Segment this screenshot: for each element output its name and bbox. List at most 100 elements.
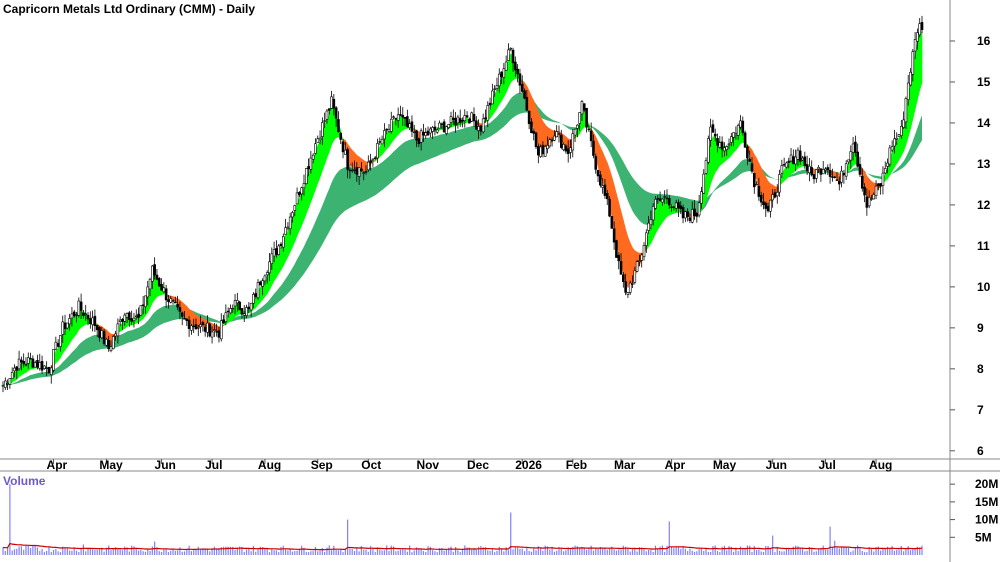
candle xyxy=(725,145,729,156)
candle xyxy=(778,169,781,197)
candle xyxy=(599,170,602,188)
candle-body xyxy=(500,71,503,78)
candle-body xyxy=(667,198,671,206)
candle xyxy=(559,129,563,150)
candle xyxy=(638,254,641,267)
candle-body xyxy=(803,156,807,166)
candle xyxy=(755,181,758,186)
candle-body xyxy=(504,61,508,71)
candle-body xyxy=(293,205,297,211)
candle xyxy=(856,143,859,168)
candle xyxy=(17,350,21,371)
candle-body xyxy=(141,304,145,306)
candle-body xyxy=(530,121,533,134)
candle-body xyxy=(697,202,701,216)
candle-body xyxy=(720,141,724,150)
candle xyxy=(596,169,600,182)
candle-body xyxy=(603,184,607,196)
candle xyxy=(22,353,25,368)
candle-body xyxy=(332,98,336,109)
candle-body xyxy=(360,168,363,172)
candle xyxy=(867,190,871,209)
short-term-band-segment xyxy=(55,347,59,364)
candle xyxy=(91,310,94,332)
candle xyxy=(716,133,719,153)
candle xyxy=(43,365,46,370)
candle xyxy=(56,339,60,348)
candle-body xyxy=(599,174,602,186)
candle-body xyxy=(906,82,910,101)
candle xyxy=(741,116,745,136)
candle-body xyxy=(224,312,228,322)
candle-body xyxy=(59,335,62,347)
candle-body xyxy=(702,173,706,194)
candle-body xyxy=(8,378,12,385)
candle-body xyxy=(229,308,232,314)
candle-body xyxy=(408,123,411,129)
candle xyxy=(872,192,876,200)
candle-body xyxy=(785,162,788,168)
candle-body xyxy=(281,236,285,248)
candle xyxy=(828,163,832,184)
candle xyxy=(387,123,391,133)
candle xyxy=(281,233,285,252)
candle-body xyxy=(339,132,343,140)
date-tick-label: Nov xyxy=(416,458,439,472)
candle-body xyxy=(711,124,715,133)
candle-body xyxy=(902,119,905,128)
candle xyxy=(785,161,788,169)
candle-body xyxy=(477,126,480,131)
candle-body xyxy=(709,126,712,141)
candle-body xyxy=(362,172,366,174)
candle-body xyxy=(713,133,717,137)
candle xyxy=(229,304,232,315)
candle-body xyxy=(162,287,166,293)
candle xyxy=(587,124,591,132)
candle-body xyxy=(909,71,912,86)
candle xyxy=(233,293,237,315)
candle xyxy=(619,253,623,275)
candle xyxy=(511,47,515,72)
candle xyxy=(357,167,361,185)
candle xyxy=(523,88,526,100)
candle-body xyxy=(265,272,269,276)
candle-body xyxy=(318,137,322,141)
candle xyxy=(364,165,368,175)
candle xyxy=(612,221,616,250)
candle-body xyxy=(617,254,621,262)
candle xyxy=(376,138,379,163)
short-term-band-segment xyxy=(712,136,716,178)
candle-body xyxy=(582,103,586,111)
candle-body xyxy=(458,118,462,123)
candle xyxy=(412,124,416,139)
candle-body xyxy=(309,157,313,170)
candle-body xyxy=(468,118,471,124)
candle-body xyxy=(452,117,455,120)
candle-body xyxy=(194,324,198,330)
candle xyxy=(504,55,508,71)
candle xyxy=(362,171,366,181)
candle-body xyxy=(837,180,841,185)
candle xyxy=(564,144,568,154)
candle-body xyxy=(569,147,572,153)
candle-body xyxy=(486,105,490,121)
candle xyxy=(309,150,313,174)
candle xyxy=(93,309,97,332)
candle-body xyxy=(367,161,370,171)
candle xyxy=(835,172,839,181)
date-tick-label: Feb xyxy=(566,458,587,472)
candle xyxy=(68,313,71,331)
candle-body xyxy=(849,151,853,161)
candle-body xyxy=(424,132,428,136)
candle-body xyxy=(93,315,97,327)
candle-body xyxy=(815,169,818,179)
candle-body xyxy=(635,261,639,272)
candle-body xyxy=(295,192,299,205)
candle-body xyxy=(828,170,832,177)
candle xyxy=(463,109,467,128)
candle xyxy=(736,123,740,140)
candle-body xyxy=(904,98,908,123)
candle xyxy=(231,304,235,313)
candle-body xyxy=(47,366,51,374)
candle-body xyxy=(858,164,862,175)
